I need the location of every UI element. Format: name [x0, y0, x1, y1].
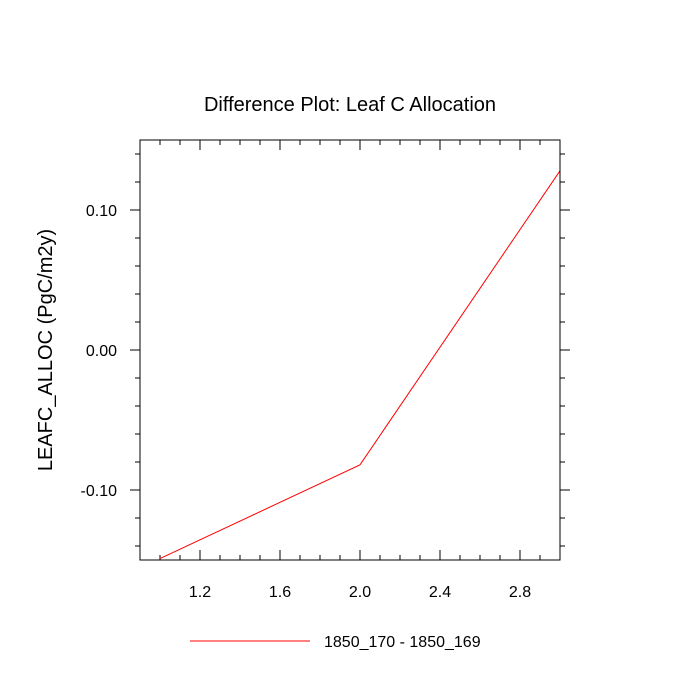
x-tick-label: 2.8: [509, 584, 531, 601]
x-tick-label: 2.0: [349, 584, 371, 601]
y-axis-label: LEAFC_ALLOC (PgC/m2y): [35, 229, 57, 471]
y-tick-label: -0.10: [81, 483, 118, 500]
legend: 1850_170 - 1850_169: [190, 634, 481, 651]
y-tick-label: 0.10: [86, 203, 117, 220]
plot-frame: [139, 139, 561, 561]
major-ticks: [130, 140, 570, 560]
x-tick-label: 2.4: [429, 584, 451, 601]
series-line: [159, 170, 561, 560]
x-tick-label: 1.2: [189, 584, 211, 601]
series-layer: [159, 170, 561, 560]
minor-ticks: [135, 140, 565, 560]
chart-title: Difference Plot: Leaf C Allocation: [204, 94, 496, 116]
x-tick-label: 1.6: [269, 584, 291, 601]
tick-labels: 1.2 1.6 2.0 2.4 2.8 -0.10 0.00 0.10: [81, 203, 532, 601]
y-tick-label: 0.00: [86, 343, 117, 360]
legend-label: 1850_170 - 1850_169: [324, 634, 481, 651]
